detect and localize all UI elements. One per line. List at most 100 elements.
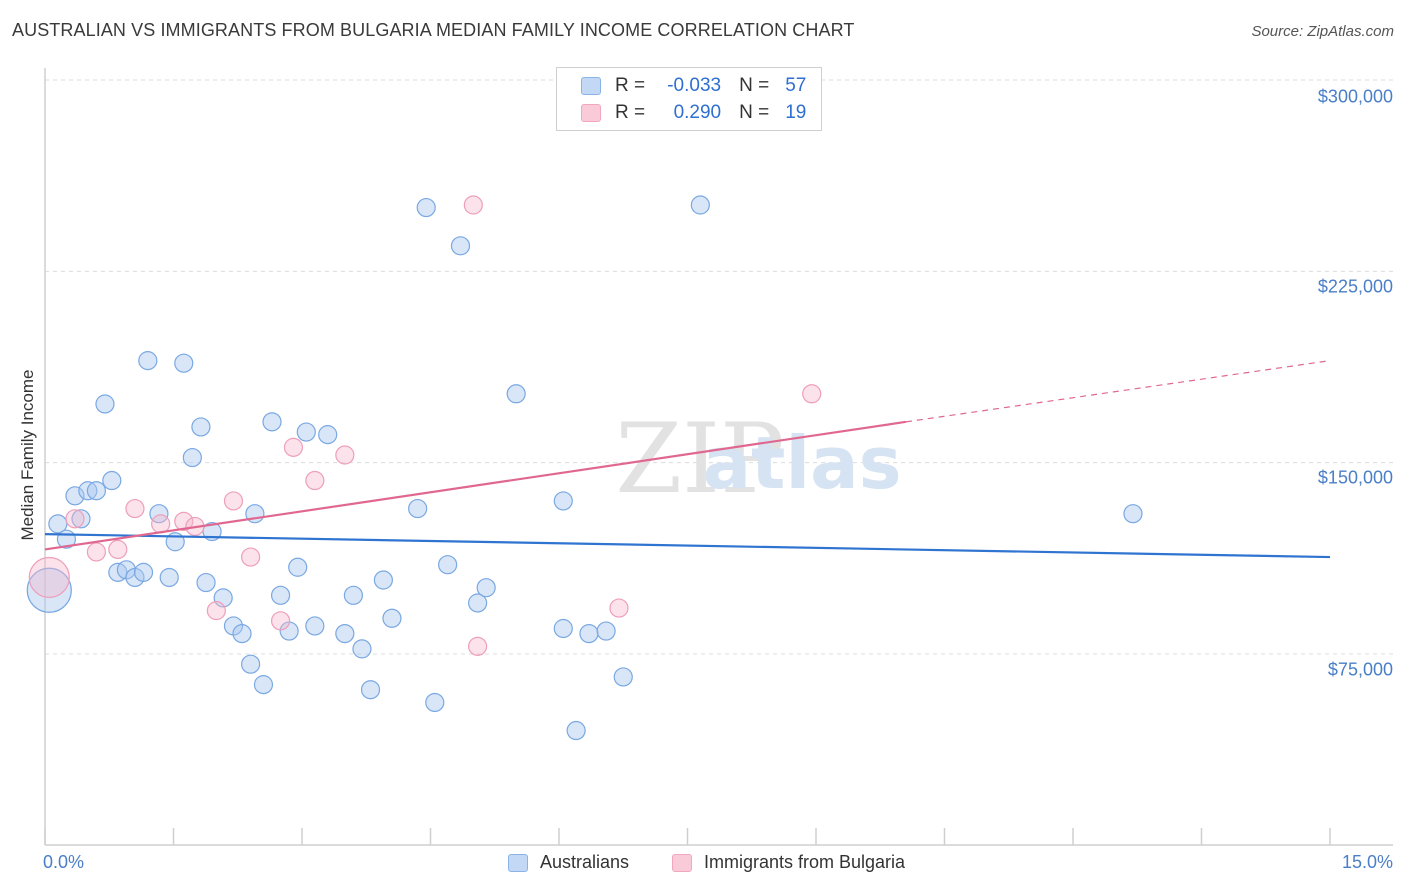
legend-n-label: N = <box>739 102 770 123</box>
chart-title: AUSTRALIAN VS IMMIGRANTS FROM BULGARIA M… <box>12 20 855 40</box>
point-australians <box>71 509 91 529</box>
point-australians <box>253 675 274 695</box>
legend-r-value-australians: -0.033 <box>667 75 722 96</box>
bottom-legend-australians: Australians <box>508 852 629 873</box>
point-australians <box>408 498 428 519</box>
point-australians <box>352 639 372 659</box>
x-tick-label-min: 0.0% <box>43 852 85 872</box>
y-tick-label-225000: $225,000 <box>1317 276 1393 297</box>
legend-r-value-bulgaria: 0.290 <box>673 102 722 123</box>
point-australians <box>305 616 325 636</box>
point-bulgaria <box>206 601 226 621</box>
point-australians <box>438 555 458 575</box>
bottom-legend-bulgaria: Immigrants from Bulgaria <box>672 852 905 873</box>
legend-n-label: N = <box>739 75 770 96</box>
legend-row-bulgaria: R = 0.290 N = 19 <box>581 101 806 125</box>
point-australians <box>86 481 107 501</box>
point-australians <box>318 425 338 445</box>
point-bulgaria <box>151 514 171 534</box>
point-australians <box>690 195 710 215</box>
point-bulgaria <box>335 445 355 465</box>
legend-n-value-bulgaria: 19 <box>785 102 807 123</box>
point-australians <box>65 486 85 506</box>
trend-lines <box>44 360 1331 559</box>
data-points <box>26 195 1143 741</box>
point-australians <box>553 491 573 511</box>
axes <box>44 68 1393 846</box>
swatch-australians <box>581 77 601 95</box>
legend-row-australians: R = -0.033 N = 57 <box>581 74 806 98</box>
point-australians <box>196 572 216 593</box>
point-australians <box>26 567 72 613</box>
point-bulgaria <box>65 509 85 529</box>
source-label: Source: ZipAtlas.com <box>1251 23 1394 40</box>
swatch-bulgaria <box>581 104 601 122</box>
point-australians <box>425 692 445 713</box>
point-australians <box>335 623 355 644</box>
legend-n-value-australians: 57 <box>785 75 807 96</box>
point-australians <box>450 236 471 256</box>
point-australians <box>95 394 115 414</box>
point-australians <box>174 353 194 373</box>
point-australians <box>102 470 122 491</box>
point-bulgaria <box>468 636 488 656</box>
bottom-legend-label-australians: Australians <box>540 852 630 872</box>
point-australians <box>579 623 599 644</box>
x-tick-label-max: 15.0% <box>1341 852 1393 872</box>
point-australians <box>48 514 68 534</box>
point-australians <box>138 351 158 371</box>
point-australians <box>288 557 308 577</box>
point-australians <box>506 384 526 404</box>
point-australians <box>1123 504 1143 524</box>
trend-line-bulgaria <box>44 420 907 551</box>
point-australians <box>182 447 202 468</box>
point-bulgaria <box>86 542 107 562</box>
y-tick-label-150000: $150,000 <box>1317 467 1393 488</box>
bottom-swatch-australians <box>508 853 528 872</box>
gridlines <box>45 79 1393 655</box>
trend-line-australians <box>44 532 1331 559</box>
legend-r-label: R = <box>615 75 646 96</box>
point-australians <box>416 197 436 218</box>
point-bulgaria <box>125 498 145 519</box>
point-bulgaria <box>802 384 822 404</box>
legend-r-label: R = <box>615 102 646 123</box>
trend-line-bulgaria-extension <box>905 360 1331 423</box>
y-tick-label-75000: $75,000 <box>1327 659 1393 680</box>
legend-box: R = -0.033 N = 57 R = 0.290 N = 19 <box>556 67 822 131</box>
point-bulgaria <box>283 437 304 457</box>
point-australians <box>191 417 211 437</box>
y-tick-label-300000: $300,000 <box>1317 86 1393 107</box>
bottom-legend-label-bulgaria: Immigrants from Bulgaria <box>704 852 906 872</box>
point-australians <box>596 621 616 641</box>
point-bulgaria <box>223 491 244 511</box>
point-australians <box>360 680 381 700</box>
point-australians <box>468 593 488 613</box>
point-bulgaria <box>108 539 128 560</box>
point-bulgaria <box>28 556 70 599</box>
bottom-swatch-bulgaria <box>672 853 692 872</box>
point-australians <box>553 618 573 639</box>
point-bulgaria <box>174 511 194 531</box>
point-bulgaria <box>609 598 629 618</box>
point-australians <box>262 412 282 432</box>
point-australians <box>270 585 291 605</box>
point-bulgaria <box>463 195 483 215</box>
point-australians <box>133 562 154 582</box>
watermark-atlas: atlas <box>702 421 901 505</box>
watermark-zip: ZIP <box>615 403 784 515</box>
point-bulgaria <box>241 547 261 567</box>
point-australians <box>241 654 261 674</box>
point-australians <box>296 422 316 442</box>
point-australians <box>343 585 363 605</box>
point-australians <box>373 570 393 590</box>
point-bulgaria <box>270 611 291 631</box>
point-australians <box>159 567 179 588</box>
point-australians <box>382 608 402 628</box>
point-australians <box>476 578 496 598</box>
point-australians <box>613 667 633 687</box>
point-australians <box>232 623 252 644</box>
point-australians <box>566 720 586 741</box>
point-bulgaria <box>305 470 325 491</box>
